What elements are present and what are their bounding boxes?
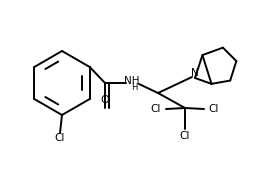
Text: Cl: Cl [55,133,65,143]
Text: O: O [101,95,109,105]
Text: Cl: Cl [180,131,190,141]
Text: N: N [191,68,199,78]
Text: H: H [131,83,137,93]
Text: NH: NH [124,76,140,86]
Text: Cl: Cl [151,104,161,114]
Text: Cl: Cl [209,104,219,114]
